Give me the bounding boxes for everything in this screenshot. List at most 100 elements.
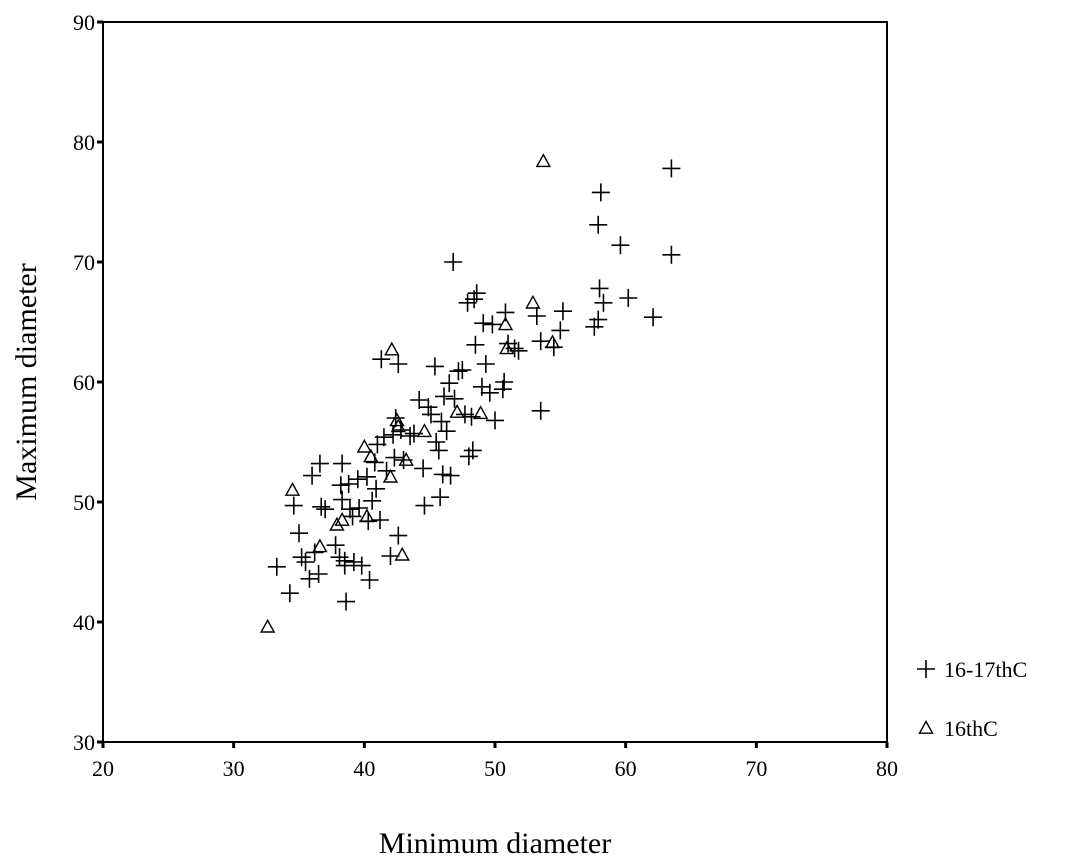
data-point-plus [296,553,315,571]
data-point-triangle [359,508,375,523]
data-point-plus [431,488,450,507]
legend-marker-triangle [918,720,934,734]
data-point-plus [590,279,609,298]
data-point-plus [337,592,356,611]
data-point-plus [335,556,354,575]
data-point-plus [381,547,400,565]
legend-label-16-17thc: 16-17thC [944,657,1027,682]
data-point-plus [357,467,376,486]
data-point-plus [585,317,604,336]
data-point-plus [591,183,610,202]
data-point-plus [344,553,363,571]
data-point-plus [385,448,404,467]
y-tick-label: 40 [73,610,95,635]
data-point-plus [433,465,452,484]
data-point-plus [330,548,349,567]
data-point-plus [350,499,369,517]
data-point-plus [505,339,524,358]
legend-plus-glyph [917,660,935,678]
data-point-plus [466,335,485,354]
data-point-plus [348,470,367,489]
data-point-plus [445,389,464,408]
data-point-plus [509,341,528,360]
data-point-triangle [334,512,350,526]
data-point-triangle [472,405,489,420]
data-point-triangle [499,340,515,355]
data-point-plus [486,411,504,430]
data-point-plus [331,476,350,495]
data-point-triangle [525,294,541,309]
legend-marker-plus [917,660,935,678]
data-point-plus [339,475,358,493]
x-axis-title: Minimum diameter [379,827,611,860]
data-point-plus [527,307,546,325]
data-point-plus [303,466,322,485]
data-point-triangle [389,412,405,427]
data-point-plus [300,569,319,588]
data-point-plus [429,441,448,460]
plot-frame [102,21,888,743]
y-tick-label: 80 [73,130,95,155]
y-tick-label: 60 [73,370,95,395]
data-point-plus [441,466,460,485]
data-point-plus [589,215,608,234]
data-point-plus [662,159,681,178]
data-point-triangle [382,468,399,483]
data-point-plus [305,543,324,562]
data-point-plus [432,412,451,431]
data-point-plus [493,380,512,399]
data-point-triangle [384,341,400,356]
data-points [259,153,681,633]
data-point-triangle [398,452,414,466]
data-point-triangle [259,618,276,633]
data-point-plus [425,357,444,376]
data-point-plus [340,500,359,519]
data-point-triangle [394,546,410,561]
data-point-plus [419,398,438,417]
data-point-plus [662,245,681,264]
data-point-plus [476,355,495,373]
data-point-plus [437,422,456,441]
data-point-plus [594,293,613,312]
y-tick-label: 50 [73,490,95,515]
data-point-plus [414,459,433,478]
data-point-plus [421,405,440,424]
data-point-plus [401,427,420,445]
data-point-plus [427,433,446,451]
data-point-plus [309,565,328,583]
x-tick-label: 20 [92,756,114,781]
data-point-plus [435,387,454,406]
x-tick-label: 40 [353,756,375,781]
data-point-triangle [497,316,514,331]
data-point-plus [372,350,391,369]
x-tick-label: 80 [876,756,898,781]
data-point-plus [352,556,371,575]
data-point-plus [444,253,463,271]
data-point-plus [290,524,308,543]
y-axis: 30 40 50 60 70 80 90 [73,10,103,755]
x-tick-label: 70 [745,756,767,781]
data-point-plus [284,496,303,515]
data-point-plus [389,526,408,545]
data-point-plus [360,571,379,589]
data-point-triangle [312,538,328,553]
data-point-plus [312,497,331,516]
data-point-plus [389,355,408,373]
data-point-plus [316,500,335,519]
data-point-plus [619,289,638,307]
x-axis: 20 30 40 50 60 70 80 [92,742,898,781]
data-point-triangle [363,448,379,463]
x-tick-label: 30 [223,756,245,781]
data-point-plus [644,308,663,327]
y-tick-label: 90 [73,10,95,35]
data-point-plus [531,332,550,351]
data-point-plus [363,491,382,510]
legend: 16-17thC 16thC [917,657,1027,741]
data-point-triangle [449,404,465,418]
data-point-plus [267,557,286,576]
legend-label-16thc: 16thC [944,716,998,741]
data-point-plus [495,373,514,391]
y-tick-label: 70 [73,250,95,275]
x-tick-label: 60 [615,756,637,781]
